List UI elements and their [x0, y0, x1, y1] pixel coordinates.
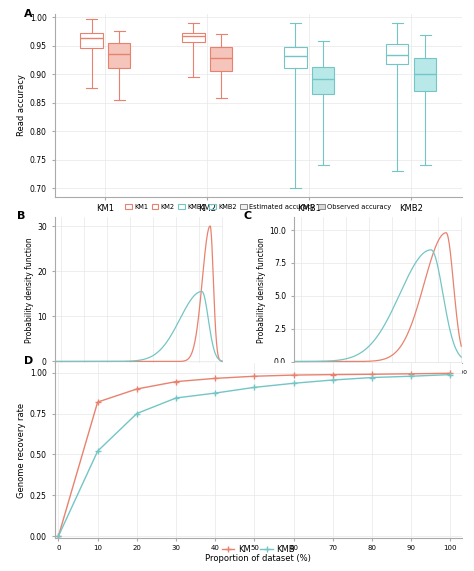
PathPatch shape	[312, 67, 334, 94]
Text: D: D	[24, 356, 33, 366]
Legend: KM1, KM2, KMB1, KMB2, Estimated accuracy, Observed accuracy: KM1, KM2, KMB1, KMB2, Estimated accuracy…	[126, 204, 391, 210]
Text: A: A	[24, 9, 33, 19]
X-axis label: Observed read accuracy: Observed read accuracy	[331, 378, 425, 387]
Y-axis label: Read accuracy: Read accuracy	[17, 74, 26, 136]
Text: B: B	[18, 211, 26, 221]
PathPatch shape	[108, 43, 130, 69]
X-axis label: Estimated read accuracy: Estimated read accuracy	[91, 378, 186, 387]
PathPatch shape	[210, 47, 232, 71]
Legend: KM, KMB: KM, KMB	[219, 542, 298, 558]
Y-axis label: Probability density function: Probability density function	[25, 237, 34, 343]
PathPatch shape	[414, 58, 436, 91]
Y-axis label: Probability density function: Probability density function	[257, 237, 266, 343]
X-axis label: Proportion of dataset (%): Proportion of dataset (%)	[205, 554, 311, 563]
Y-axis label: Genome recovery rate: Genome recovery rate	[17, 403, 26, 498]
Text: C: C	[243, 211, 251, 221]
